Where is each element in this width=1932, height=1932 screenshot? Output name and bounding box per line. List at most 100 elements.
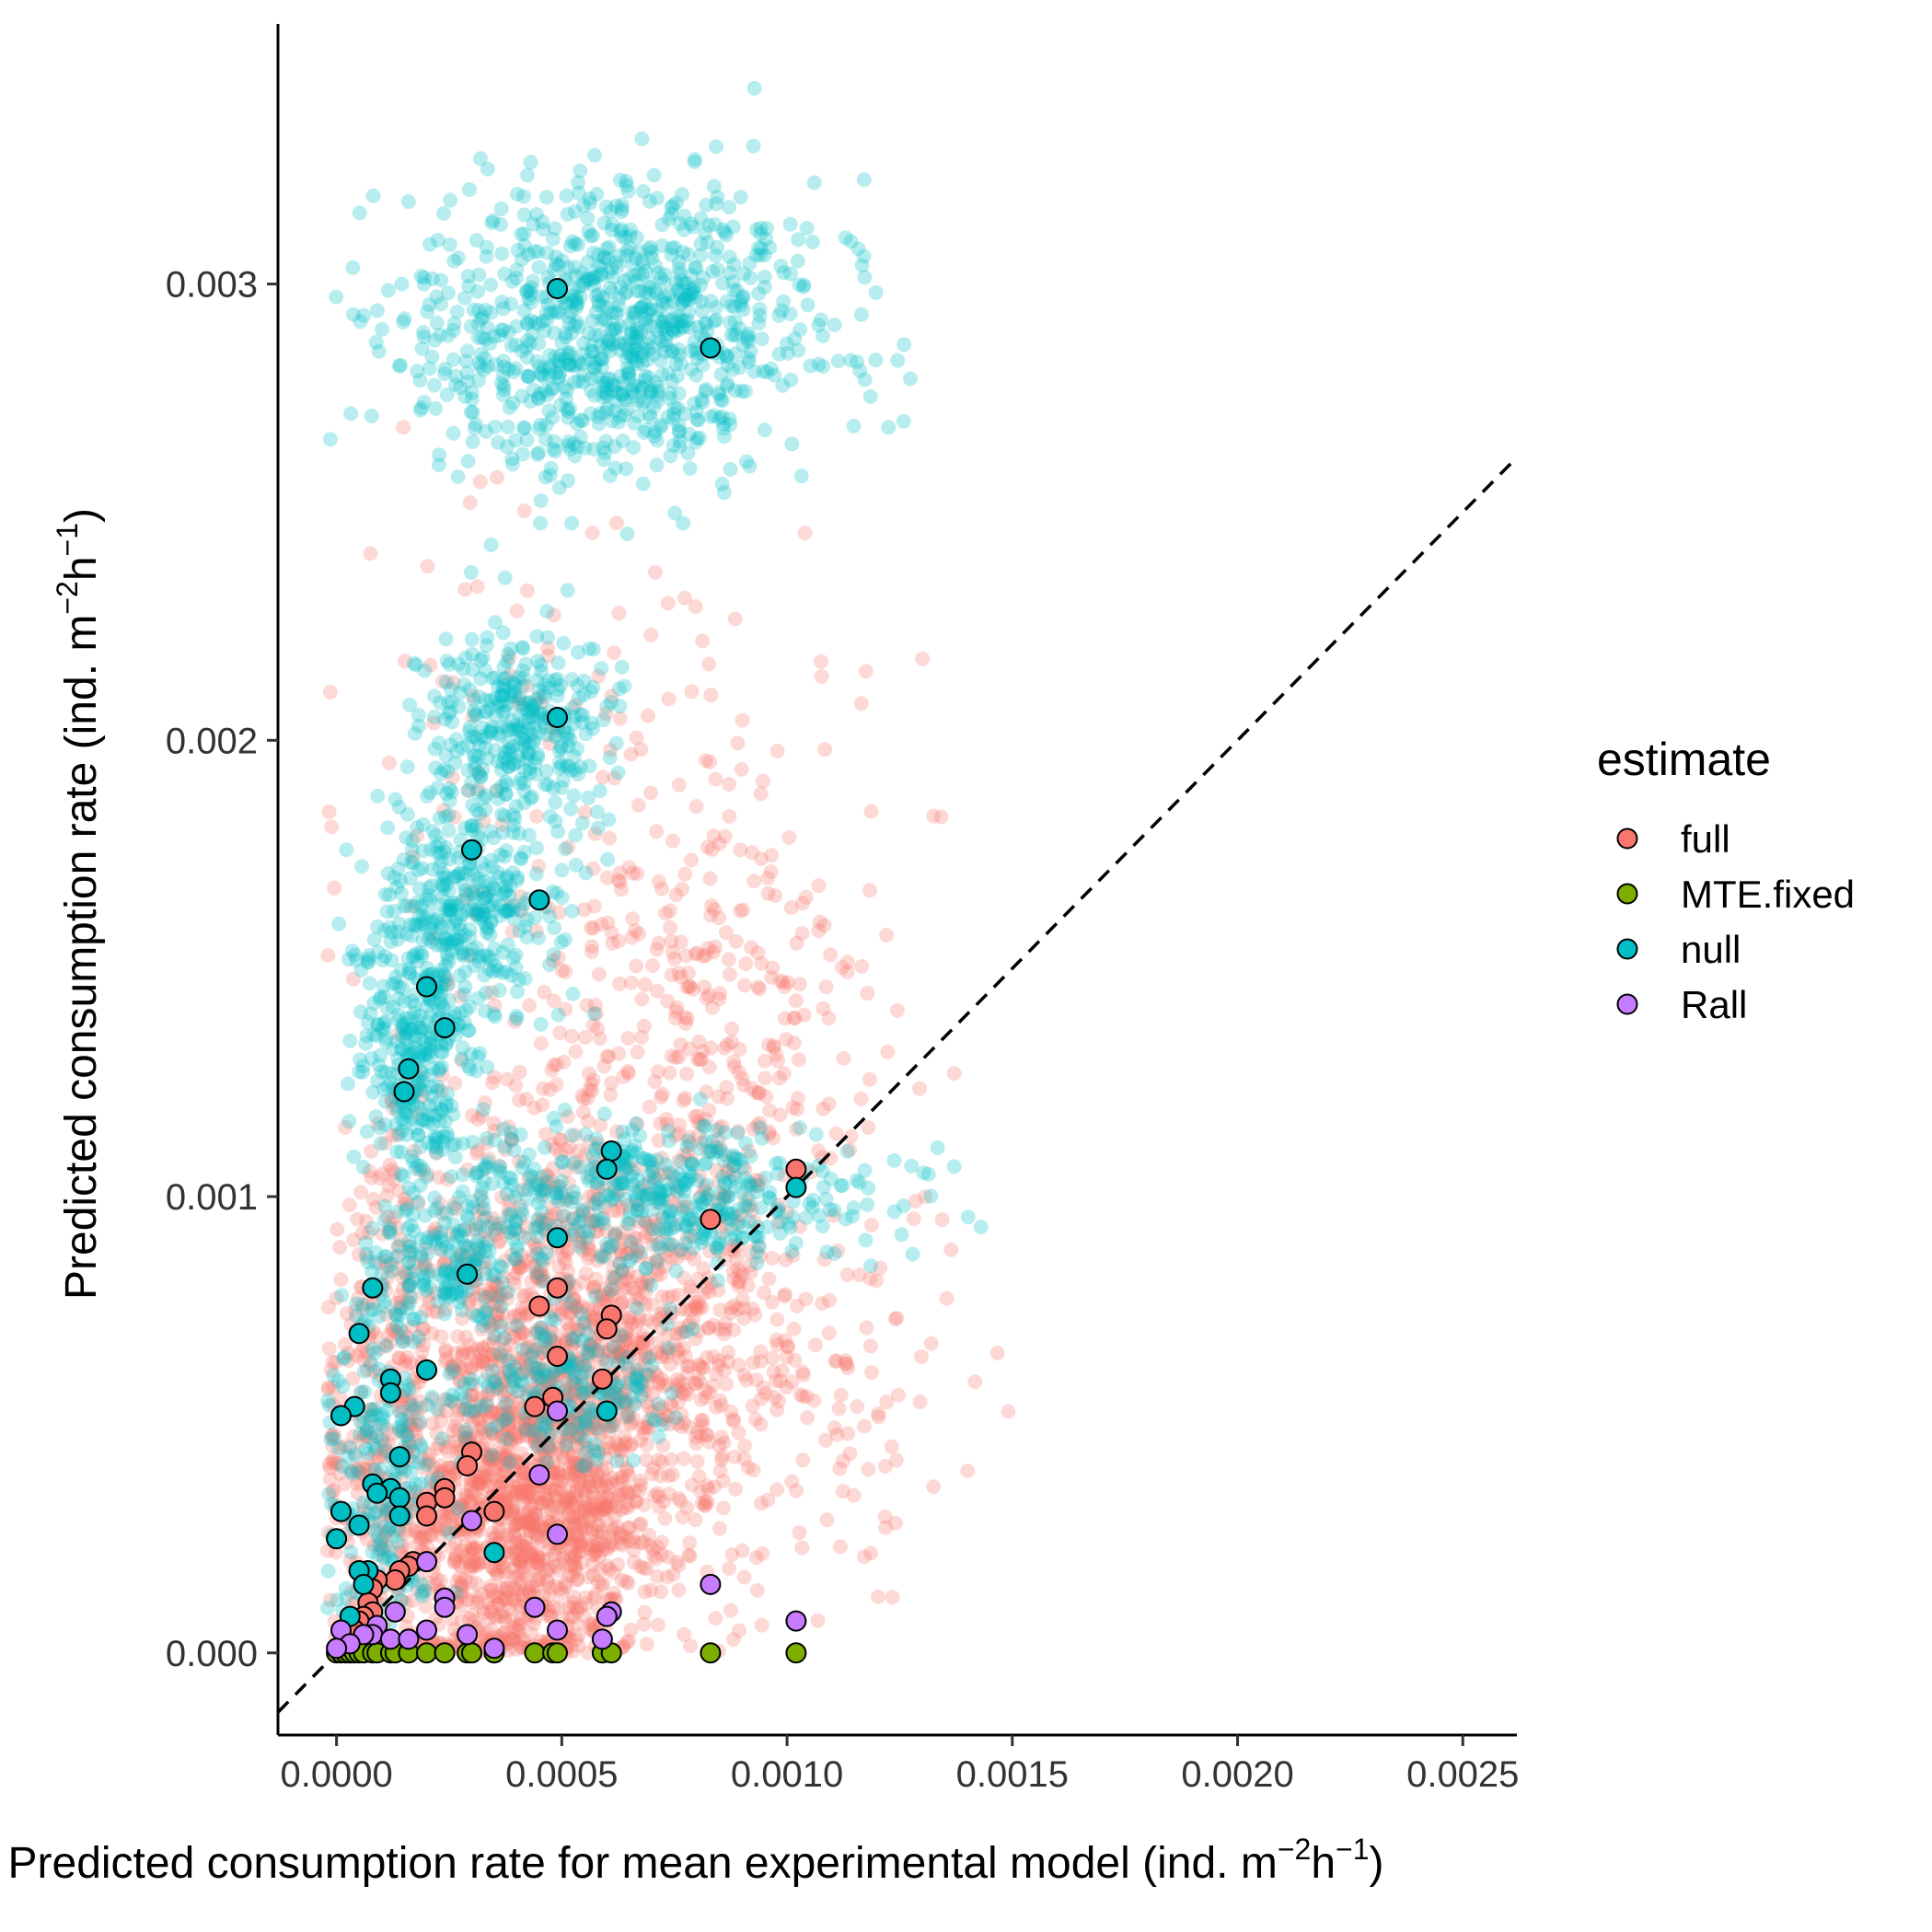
background-point xyxy=(730,1261,746,1277)
background-point xyxy=(421,906,436,921)
background-point xyxy=(601,1561,617,1577)
background-point xyxy=(403,855,419,871)
background-point xyxy=(446,253,462,269)
background-point xyxy=(518,340,534,355)
background-point xyxy=(573,1431,589,1447)
background-point xyxy=(586,1279,602,1295)
background-point xyxy=(515,1538,531,1554)
background-point xyxy=(581,1337,596,1353)
background-point xyxy=(460,1592,475,1608)
background-point xyxy=(484,1447,500,1463)
background-point xyxy=(524,1498,539,1513)
background-point xyxy=(460,1370,476,1385)
background-point xyxy=(722,200,736,215)
background-point xyxy=(534,1495,550,1510)
background-point xyxy=(452,1600,468,1614)
background-point xyxy=(713,1429,729,1445)
background-point xyxy=(461,1429,477,1445)
background-point xyxy=(639,1637,654,1652)
background-point xyxy=(497,570,513,585)
background-point xyxy=(564,903,580,919)
background-point xyxy=(545,1174,561,1189)
background-point xyxy=(531,1557,547,1573)
background-point xyxy=(437,1521,453,1537)
background-point xyxy=(708,771,723,787)
background-point xyxy=(461,1553,477,1568)
background-point xyxy=(705,1000,720,1015)
background-point xyxy=(400,194,416,209)
background-point xyxy=(614,1452,630,1468)
background-point xyxy=(591,1348,607,1363)
background-point xyxy=(693,248,709,263)
background-point xyxy=(789,935,804,951)
background-point xyxy=(518,1422,534,1438)
background-point xyxy=(794,1364,810,1380)
background-point xyxy=(545,1421,561,1437)
background-point xyxy=(420,1289,435,1304)
background-point xyxy=(499,1384,515,1400)
background-point xyxy=(703,294,719,309)
background-point xyxy=(888,1452,904,1468)
background-point xyxy=(518,1422,534,1438)
background-point xyxy=(460,454,476,469)
background-point xyxy=(754,955,769,971)
background-point xyxy=(943,1242,959,1257)
background-point xyxy=(846,418,862,434)
background-point xyxy=(674,187,689,202)
background-point xyxy=(620,1064,636,1079)
background-point xyxy=(584,1076,599,1092)
background-point xyxy=(514,1612,528,1626)
background-point xyxy=(524,1518,539,1533)
background-point xyxy=(528,1507,544,1522)
background-point xyxy=(694,1496,710,1511)
background-point xyxy=(520,168,535,183)
background-point xyxy=(565,1537,580,1553)
background-point xyxy=(504,1503,520,1519)
background-point xyxy=(553,739,569,754)
background-point xyxy=(552,1364,568,1380)
background-point xyxy=(783,372,799,388)
background-point xyxy=(444,1359,459,1374)
background-point xyxy=(466,1486,481,1501)
background-point xyxy=(469,1411,485,1426)
background-point xyxy=(673,969,688,985)
background-point xyxy=(699,197,714,213)
background-point xyxy=(571,1470,586,1485)
background-point xyxy=(822,1292,837,1308)
background-point xyxy=(538,190,554,205)
background-point xyxy=(481,1582,497,1598)
background-point xyxy=(701,656,716,672)
background-point xyxy=(753,1417,769,1432)
background-point xyxy=(722,411,737,426)
background-point xyxy=(724,1021,740,1036)
background-point xyxy=(475,1466,491,1482)
background-point xyxy=(498,1452,514,1467)
background-point xyxy=(484,1405,499,1420)
background-point xyxy=(521,1503,537,1519)
background-point xyxy=(682,460,698,476)
background-point xyxy=(496,659,512,675)
background-point xyxy=(737,1438,753,1453)
background-point xyxy=(492,1445,508,1461)
background-point xyxy=(645,958,661,974)
background-point xyxy=(507,1484,523,1499)
background-point xyxy=(493,1439,508,1454)
background-point xyxy=(868,284,884,300)
background-point xyxy=(599,1558,615,1574)
background-point xyxy=(706,1317,721,1333)
background-point xyxy=(610,1475,626,1491)
background-point xyxy=(634,1029,650,1045)
background-point xyxy=(510,1516,525,1532)
background-point xyxy=(568,1415,583,1430)
background-point xyxy=(573,1534,589,1550)
background-point xyxy=(531,931,546,945)
background-point xyxy=(482,700,498,716)
background-point xyxy=(743,270,758,285)
background-point xyxy=(555,1556,571,1571)
background-point xyxy=(698,225,712,240)
background-point xyxy=(494,762,509,778)
background-point xyxy=(607,1226,623,1242)
background-point xyxy=(320,948,336,963)
background-point xyxy=(607,1509,622,1524)
background-point xyxy=(662,1065,677,1081)
